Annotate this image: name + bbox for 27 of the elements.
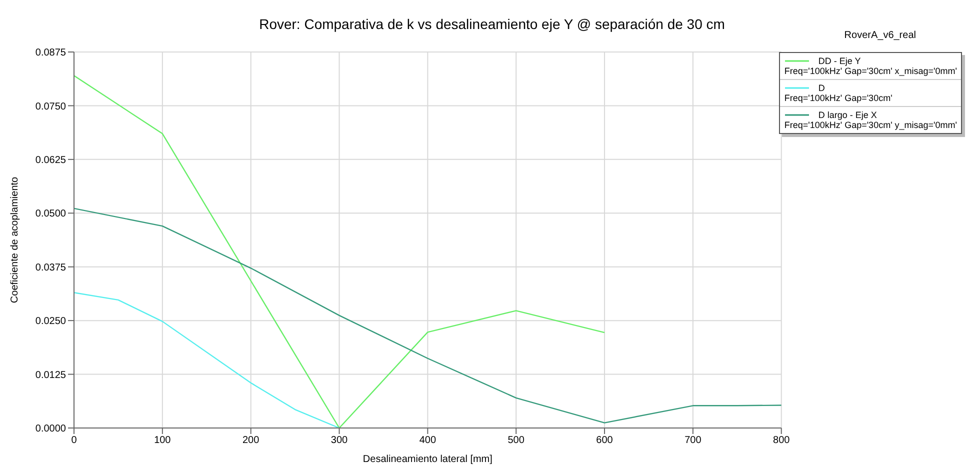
y-tick-label: 0.0250 (35, 316, 66, 328)
x-tick-label: 500 (508, 435, 525, 446)
legend-label: D largo - Eje X Freq='100kHz' Gap='30cm' y_misag='0mm' (784, 110, 957, 130)
line-series (74, 75, 606, 428)
x-tick-label: 700 (684, 435, 702, 446)
y-tick-label: 0.0125 (35, 370, 66, 381)
x-tick-label: 600 (596, 435, 614, 446)
y-tick-label: 0.0000 (35, 424, 66, 435)
x-tick-label: 800 (773, 435, 790, 446)
y-axis-title: Coeficiente de acoplamiento (10, 176, 21, 304)
x-tick-label: 300 (330, 435, 348, 446)
legend-label: DD - Eje Y Freq='100kHz' Gap='30cm' x_misag='0mm' (784, 56, 957, 76)
y-tick-label: 0.0875 (35, 48, 66, 59)
x-tick-label: 100 (154, 435, 172, 446)
chart-title: Rover: Comparativa de k vs desalineamiento eje Y @ separación de 30 cm (259, 16, 725, 32)
x-axis-title: Desalineamiento lateral [mm] (362, 454, 493, 465)
line-series (74, 292, 340, 428)
y-tick-label: 0.0625 (35, 154, 66, 166)
y-tick-label: 0.0750 (35, 101, 66, 112)
x-tick-label: 200 (242, 435, 260, 446)
text: RoverA_v6_real (844, 30, 916, 41)
x-tick-label: 400 (419, 435, 436, 446)
legend-label: D Freq='100kHz' Gap='30cm' (784, 83, 894, 103)
x-tick-label: 0 (71, 435, 78, 446)
line-series (74, 208, 782, 424)
y-tick-label: 0.0500 (35, 208, 66, 220)
y-tick-label: 0.0375 (35, 262, 66, 274)
